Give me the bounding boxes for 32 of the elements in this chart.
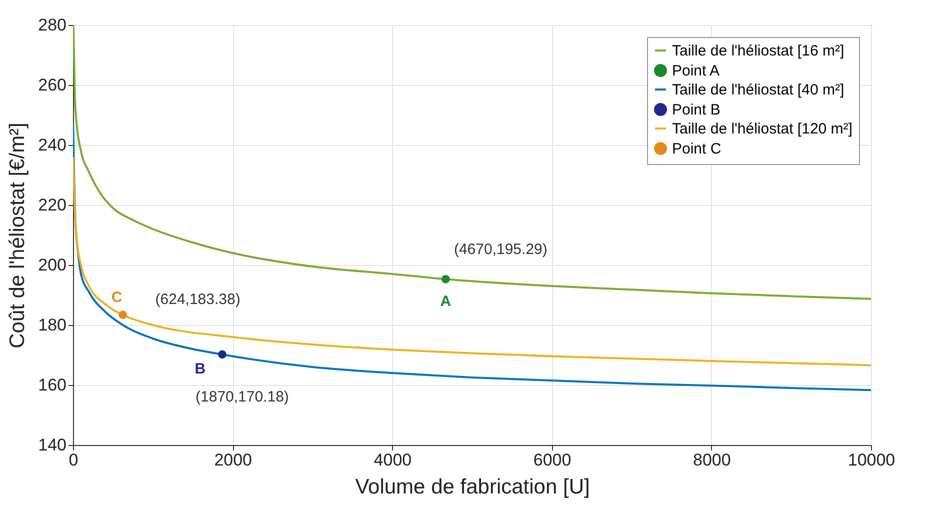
y-axis-title: Coût de l'héliostat [€/m²] [6,122,30,348]
x-tick-label: 2000 [214,450,252,470]
y-tick-label: 220 [38,196,66,214]
y-tick-label: 140 [38,436,66,454]
y-tick-label: 160 [38,376,66,394]
annotation: (624,183.38) [155,290,240,308]
annotation: B [194,360,206,378]
x-tick-label: 8000 [692,450,731,470]
annotation: (1870,170.18) [196,388,289,406]
annotation: C [111,288,122,306]
y-tick-label: 240 [38,136,66,154]
legend-label: Point C [672,140,722,158]
x-tick-label: 6000 [533,450,572,470]
line-series [73,123,871,392]
y-tick-label: 280 [38,16,66,34]
annotation: A [440,293,452,310]
legend-label: Taille de l'héliostat [40 m²] [672,82,844,98]
legend-label: Point B [672,102,720,118]
legend-label: Taille de l'héliostat [120 m²] [672,120,852,138]
legend-label: Taille de l'héliostat [16 m²] [672,42,844,60]
y-tick-label: 180 [38,316,66,334]
point [441,274,450,284]
x-tick-label: 10000 [848,450,896,470]
annotation: (4670,195.29) [454,241,548,258]
point [118,310,127,320]
x-tick-label: 4000 [374,450,412,470]
x-tick-label: 0 [68,450,78,470]
legend-label: Point A [672,62,720,80]
y-tick-label: 260 [38,76,66,94]
y-tick-label: 200 [38,256,66,274]
point [218,350,226,359]
x-axis-title: Volume de fabrication [U] [355,476,590,498]
